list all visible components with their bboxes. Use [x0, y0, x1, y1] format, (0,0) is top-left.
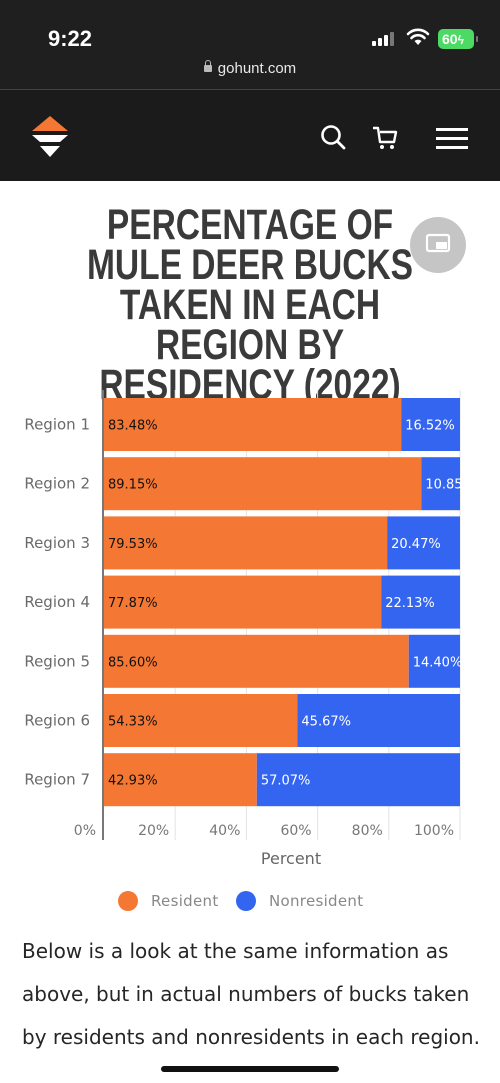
bar-resident-7: [104, 753, 257, 807]
x-tick-label: 100%: [414, 823, 454, 839]
stacked-bar-chart: 83.48% 16.52% Region 1 89.15% 10.85 Region 2 7…: [0, 385, 500, 875]
floating-action-button[interactable]: [410, 217, 466, 273]
legend-label-nonresident: Nonresident: [269, 892, 364, 910]
x-tick-label: 40%: [209, 823, 240, 839]
data-label-nonresident-1: 16.52%: [405, 419, 455, 434]
category-label: Region 6: [24, 712, 90, 730]
x-tick-label: 0%: [74, 823, 96, 839]
cart-icon[interactable]: [372, 125, 398, 151]
category-label: Region 4: [24, 593, 90, 611]
charging-icon: ϟ: [457, 33, 464, 47]
bar-resident-5: [104, 634, 409, 688]
x-tick-label: 20%: [138, 823, 169, 839]
data-label-resident-4: 77.87%: [108, 596, 158, 611]
address-bar[interactable]: gohunt.com: [0, 60, 500, 77]
bar-nonresident-1: [401, 398, 460, 451]
menu-icon[interactable]: [436, 128, 468, 150]
data-label-resident-2: 89.15%: [108, 478, 158, 493]
bar-resident-4: [104, 575, 382, 629]
data-label-resident-6: 54.33%: [108, 715, 158, 730]
url-text: gohunt.com: [217, 60, 297, 77]
bar-nonresident-6: [297, 694, 460, 747]
category-label: Region 7: [24, 771, 90, 789]
data-label-nonresident-3: 20.47%: [391, 537, 441, 552]
data-label-resident-5: 85.60%: [108, 655, 158, 670]
category-label: Region 3: [24, 534, 90, 552]
data-label-resident-3: 79.53%: [108, 537, 158, 552]
x-tick-label: 80%: [352, 823, 383, 839]
bar-nonresident-3: [387, 516, 460, 570]
data-label-nonresident-6: 45.67%: [301, 715, 351, 730]
status-bar: 9:22 60ϟ gohunt.com: [0, 0, 500, 90]
picture-in-picture-icon: [425, 233, 451, 253]
bar-nonresident-5: [408, 634, 460, 688]
data-label-nonresident-2: 10.85: [425, 478, 462, 493]
category-label: Region 2: [24, 475, 90, 493]
bar-resident-3: [104, 516, 388, 570]
site-header: [0, 90, 500, 181]
bar-nonresident-4: [381, 575, 460, 629]
chart-title: PERCENTAGE OF MULE DEER BUCKS TAKEN IN E…: [86, 201, 414, 409]
bar-nonresident-7: [256, 753, 460, 807]
battery-level: 60: [442, 31, 458, 47]
bar-resident-6: [104, 694, 298, 747]
category-label: Region 5: [24, 652, 90, 670]
legend-swatch-nonresident: [236, 891, 256, 911]
article-paragraph: Below is a look at the same information …: [22, 939, 480, 1049]
battery-indicator: 60ϟ: [438, 29, 478, 49]
legend-label-resident: Resident: [151, 892, 219, 910]
status-time: 9:22: [48, 26, 93, 51]
bar-nonresident-2: [421, 457, 460, 511]
data-label-resident-1: 83.48%: [108, 419, 158, 434]
search-icon[interactable]: [320, 124, 346, 150]
home-indicator: [161, 1066, 339, 1072]
chart-legend: Resident Nonresident: [0, 890, 500, 914]
bar-resident-2: [104, 457, 422, 511]
browser-divider: [0, 89, 500, 90]
gohunt-logo-icon[interactable]: [31, 116, 69, 158]
data-label-nonresident-4: 22.13%: [385, 596, 435, 611]
signal-icon: [372, 32, 396, 46]
x-axis-title: Percent: [261, 849, 321, 868]
chart-svg: 83.48% 16.52% Region 1 89.15% 10.85 Region 2 7…: [24, 390, 463, 868]
bar-resident-1: [104, 398, 402, 451]
legend-swatch-resident: [118, 891, 138, 911]
data-label-nonresident-5: 14.40%: [413, 655, 463, 670]
wifi-icon: [406, 28, 430, 45]
lock-icon: [203, 60, 212, 72]
data-label-nonresident-7: 57.07%: [261, 774, 311, 789]
category-label: Region 1: [24, 416, 90, 434]
x-tick-label: 60%: [280, 823, 311, 839]
data-label-resident-7: 42.93%: [108, 774, 158, 789]
